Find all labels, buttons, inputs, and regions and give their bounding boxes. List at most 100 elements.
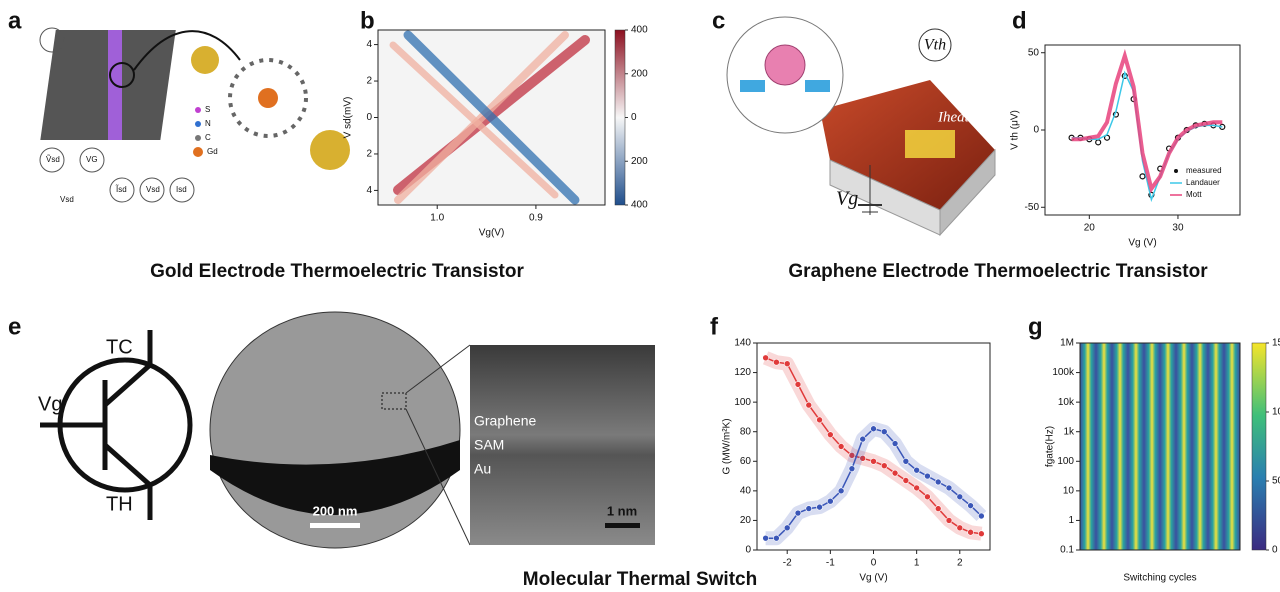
y-tick-label: 120 — [734, 367, 751, 378]
legend-label: Landauer — [1186, 178, 1220, 187]
data-point — [913, 484, 920, 492]
colorbar-tick-label: 200 — [631, 68, 648, 79]
data-point — [967, 502, 974, 509]
data-point — [773, 534, 780, 542]
heatmap-band — [403, 30, 580, 205]
data-point — [837, 443, 845, 450]
legend-label: Gd — [207, 147, 218, 156]
legend-label: measured — [1186, 166, 1222, 175]
y-tick-label: 100 — [1057, 456, 1074, 467]
y-axis-label: V th (μV) — [1010, 110, 1021, 150]
x-axis-label: Vg (V) — [1128, 238, 1156, 249]
y-axis-label: G (MW/m²K) — [722, 418, 733, 474]
colorbar-tick-label: 0 — [1272, 545, 1278, 556]
data-point — [978, 512, 985, 520]
data-point — [859, 435, 867, 443]
data-point — [902, 457, 910, 465]
colorbar-tick-label: 150 — [1272, 338, 1280, 349]
data-point — [1139, 173, 1146, 180]
y-tick-label: 0 — [745, 545, 751, 556]
data-point — [762, 354, 769, 362]
heatmap — [1080, 343, 1240, 550]
data-point — [805, 505, 813, 512]
x-axis-label: Switching cycles — [1123, 573, 1196, 584]
data-point — [934, 505, 942, 512]
y-tick-label: 10k — [1058, 397, 1075, 408]
arrow — [133, 30, 241, 71]
legend-label: S — [205, 105, 210, 114]
y-axis-label: fgate(Hz) — [1045, 426, 1056, 467]
y-tick-label: 80 — [740, 426, 752, 437]
data-point — [762, 534, 769, 542]
data-point — [924, 493, 931, 501]
legend-label: N — [205, 119, 211, 128]
colorbar-tick-label: 200 — [631, 156, 648, 167]
label: VG — [86, 155, 98, 164]
x-tick-label: 30 — [1172, 223, 1184, 234]
data-point — [913, 466, 920, 474]
y-tick-label: 2 — [366, 76, 372, 87]
colorbar-tick-label: 400 — [631, 200, 648, 211]
data-point — [880, 462, 888, 470]
x-tick-label: 0.9 — [529, 213, 543, 224]
data-point — [956, 493, 964, 501]
panel-label: g — [1028, 313, 1043, 340]
label: Graphene — [474, 413, 536, 429]
data-point — [794, 381, 802, 388]
label: SAM — [474, 437, 504, 453]
data-point — [891, 469, 899, 477]
x-axis-label: Vg (V) — [859, 573, 887, 584]
scale-label: 1 nm — [607, 503, 637, 518]
data-point — [870, 425, 877, 433]
panel-label: b — [360, 7, 375, 34]
series-line — [1071, 48, 1223, 194]
y-tick-label: 0.1 — [1060, 545, 1074, 556]
plot-frame — [1079, 342, 1241, 551]
x-tick-label: 1.0 — [430, 213, 444, 224]
label: Vg — [836, 188, 858, 210]
x-tick-label: 0 — [871, 558, 877, 569]
legend-label: Mott — [1186, 190, 1202, 199]
data-point — [837, 487, 845, 495]
caption: Gold Electrode Thermoelectric Transistor — [150, 261, 524, 282]
caption: Molecular Thermal Switch — [523, 569, 757, 590]
label: Vth — [924, 37, 946, 54]
data-point — [827, 431, 834, 438]
label: TH — [106, 493, 133, 515]
panel-label: e — [8, 313, 21, 340]
plot-frame — [1044, 44, 1241, 216]
data-point — [848, 465, 856, 472]
data-point — [902, 477, 910, 484]
gold — [310, 130, 350, 170]
data-point — [783, 524, 791, 532]
y-tick-label: 20 — [740, 515, 752, 526]
panel-c-illustration — [726, 16, 996, 237]
data-point — [859, 455, 867, 462]
y-tick-label: 140 — [734, 338, 751, 349]
data-point — [891, 440, 899, 447]
label: Au — [474, 461, 491, 477]
x-tick-label: -1 — [826, 558, 835, 569]
label: Iheat — [937, 109, 970, 125]
gold — [191, 46, 219, 74]
colorbar — [1251, 342, 1267, 551]
molecule — [228, 58, 308, 138]
data-point — [934, 478, 942, 486]
y-tick-label: 1 — [1068, 515, 1074, 526]
y-tick-label: 1M — [1060, 338, 1074, 349]
data-point — [794, 509, 802, 517]
y-tick-label: -50 — [1025, 202, 1040, 213]
colorbar-tick-label: 400 — [631, 25, 648, 36]
y-axis-label: V sd(mV) — [343, 97, 354, 139]
panel-label: a — [8, 7, 22, 34]
data-point — [956, 524, 964, 532]
data-point — [827, 497, 834, 505]
y-tick-label: 1k — [1063, 426, 1075, 437]
data-point — [1095, 139, 1102, 146]
label: Ṽsd — [46, 155, 60, 164]
y-tick-label: 4 — [366, 39, 372, 50]
data-point — [805, 401, 813, 409]
legend-marker — [1174, 169, 1178, 173]
label: Vsd — [60, 195, 74, 204]
